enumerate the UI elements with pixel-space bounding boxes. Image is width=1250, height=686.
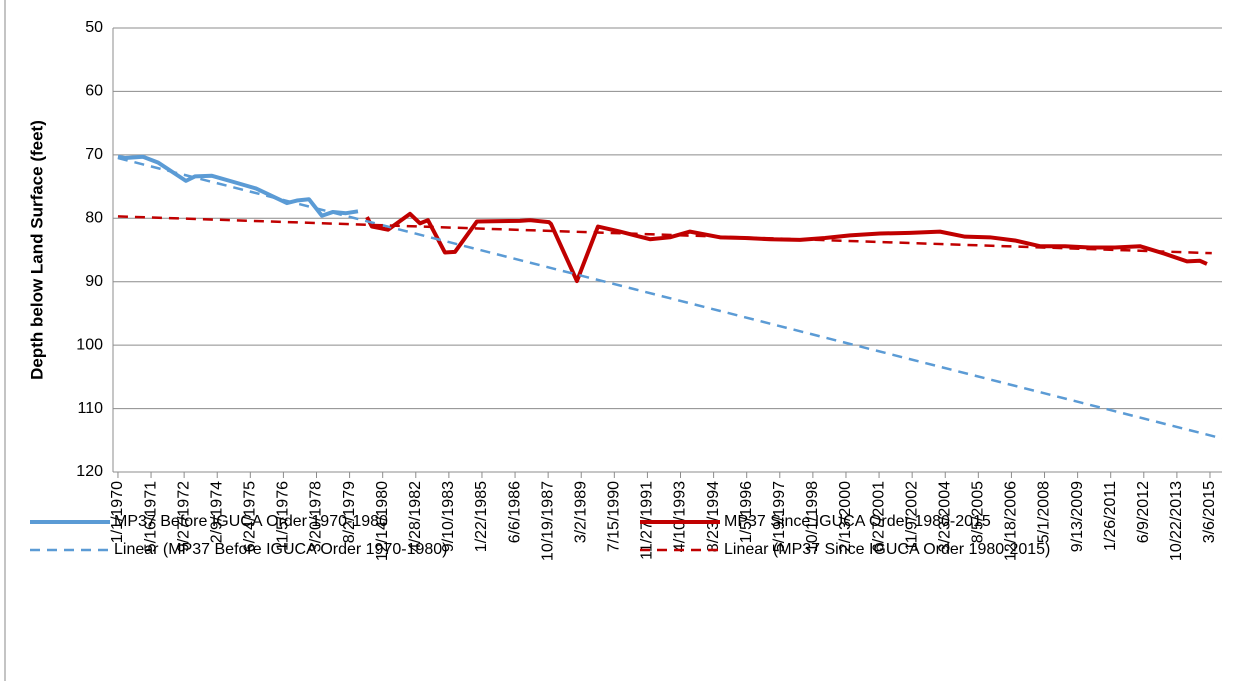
x-tick-label: 9/27/1972 [175,481,192,552]
x-tick-label: 10/22/2013 [1168,481,1185,561]
x-tick-label: 2/9/1974 [208,481,225,543]
x-tick-label: 5/1/2008 [1036,481,1053,543]
x-tick-label: 11/5/1976 [275,481,292,551]
legend-label: Linear (MP37 Before IGUCA Order 1970-198… [114,541,448,558]
y-tick-label: 100 [76,336,103,353]
x-tick-label: 8/23/1994 [705,481,722,552]
y-tick-label: 120 [76,463,103,480]
data-line [117,154,359,218]
x-tick-label: 3/2/1989 [572,481,589,543]
x-tick-label: 10/19/1987 [539,481,556,561]
y-tick-label: 110 [77,400,103,417]
x-tick-label: 1/22/1985 [473,481,490,552]
y-tick-label: 80 [85,210,103,227]
x-tick-label: 3/23/2004 [936,481,953,552]
y-tick-label: 50 [85,19,103,36]
y-tick-label: 70 [85,146,103,163]
x-tick-label: 8/2/1979 [341,481,358,543]
x-tick-label: 2/13/2000 [837,481,854,552]
trend-line [117,156,1223,440]
legend-label: Linear (MP37 Since IGUCA Order 1980-2015… [724,541,1050,558]
x-tick-label: 12/18/2006 [1003,481,1020,561]
x-tick-label: 5/19/1997 [771,481,788,552]
x-tick-label: 4/28/1982 [407,481,424,552]
x-tick-label: 12/14/1980 [374,481,391,561]
y-axis-label: Depth below Land Surface (feet) [27,120,46,380]
x-tick-label: 3/6/2015 [1201,481,1218,543]
x-tick-label: 6/27/2001 [870,481,887,552]
x-tick-label: 5/16/1971 [142,481,159,552]
x-tick-label: 9/13/2009 [1069,481,1086,552]
x-tick-label: 10/1/1998 [804,481,821,552]
x-tick-label: 8/5/2005 [970,481,987,543]
x-tick-label: 1/26/2011 [1102,481,1119,551]
y-tick-label: 60 [85,83,103,100]
x-tick-label: 6/9/2012 [1135,481,1152,543]
data-line [365,211,1208,284]
legend-label: MP37 Since IGUCA Order 1980-2015 [724,513,991,530]
x-tick-label: 11/9/2002 [903,481,920,551]
y-tick-label: 90 [85,273,103,290]
x-tick-label: 9/10/1983 [440,481,457,552]
legend-label: MP37 Before IGUCA Order 1970-1980 [114,513,388,530]
x-tick-label: 1/5/1996 [738,481,755,543]
x-tick-label: 7/15/1990 [606,481,623,552]
trend-line [117,215,1212,255]
x-tick-label: 6/24/1975 [242,481,259,552]
x-tick-label: 1/1/1970 [109,481,126,543]
x-tick-label: 6/6/1986 [506,481,523,543]
x-tick-label: 3/20/1978 [308,481,325,552]
x-tick-label: 4/10/1993 [672,481,689,552]
